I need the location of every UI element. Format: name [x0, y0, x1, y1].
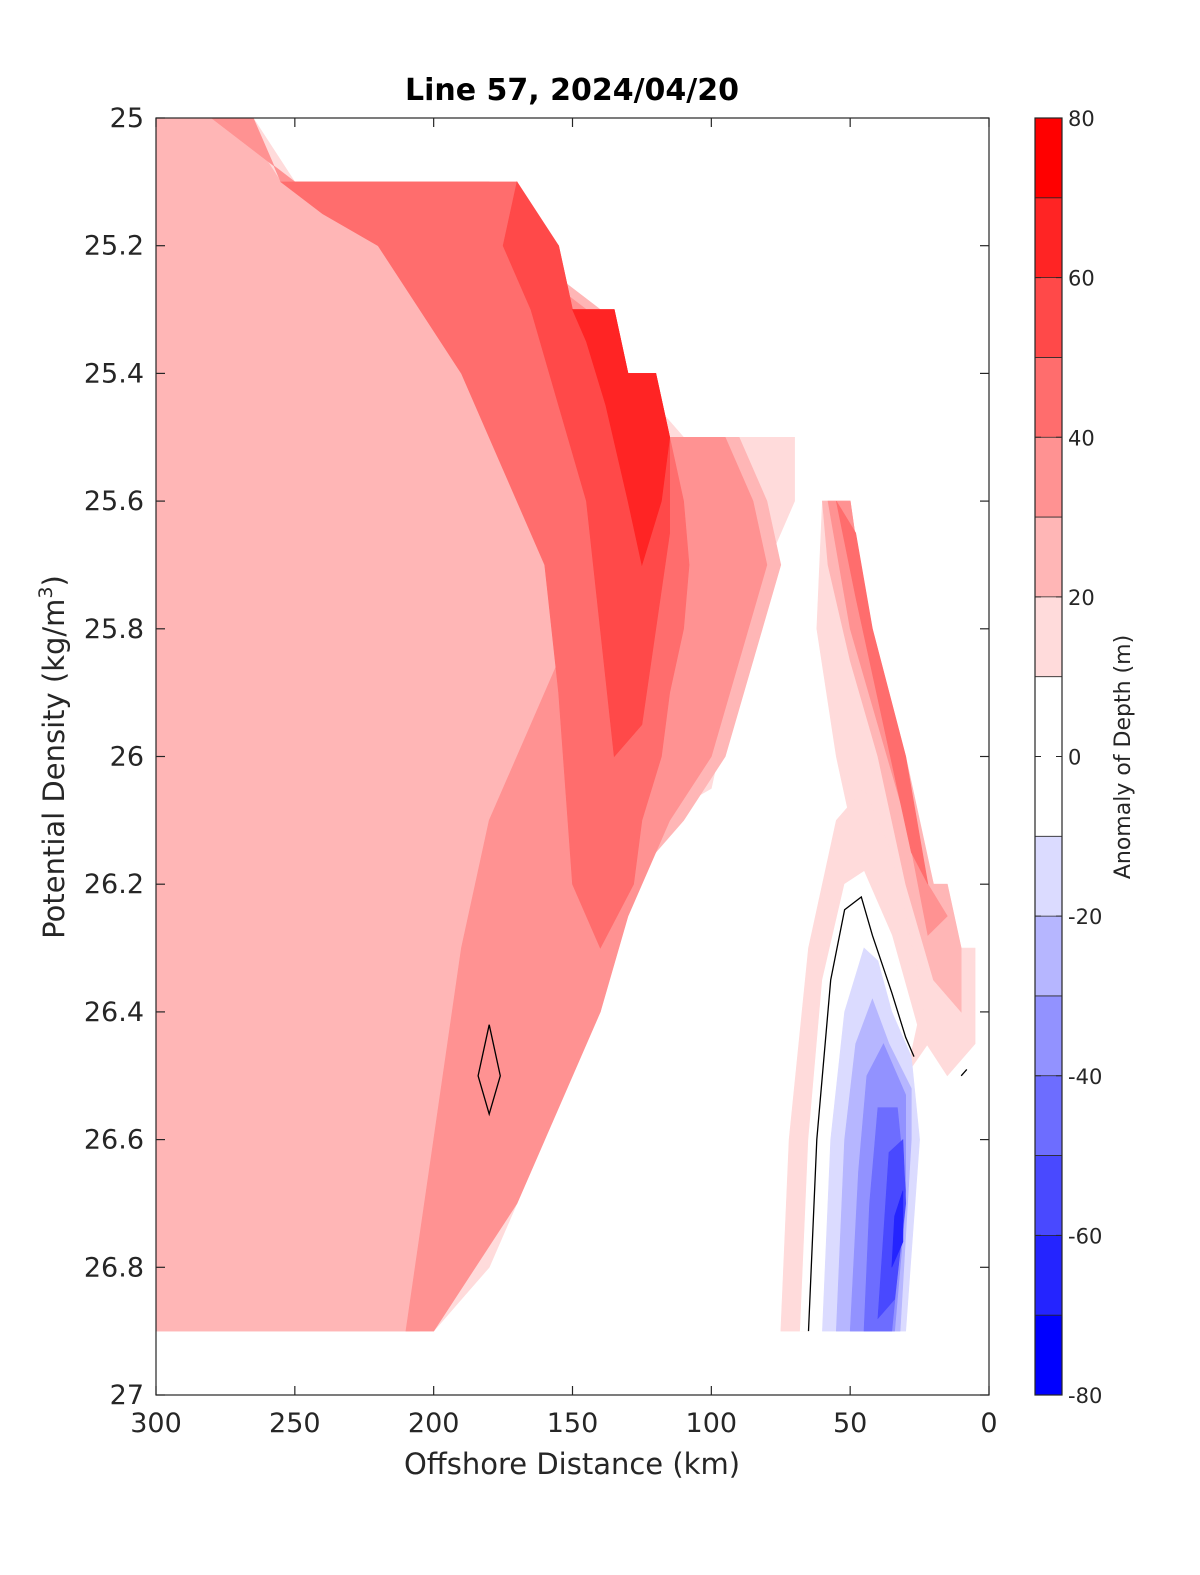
colorbar-swatch — [1035, 1155, 1062, 1236]
x-tick-label: 100 — [686, 1408, 738, 1439]
colorbar-swatch — [1035, 596, 1062, 677]
y-axis-label-close: ) — [37, 575, 71, 586]
plot-area: 300 250 200 150 100 50 0 2525.225.425.625.8262… — [84, 103, 998, 1439]
y-tick-label: 25.2 — [84, 231, 144, 262]
y-tick-label: 27 — [110, 1380, 144, 1411]
contour-region-5 — [572, 309, 671, 567]
colorbar-ticks: 80 60 40 20 0 -20 -40 -60 -80 — [1035, 107, 1102, 1408]
colorbar-swatch — [1035, 1235, 1062, 1316]
colorbar-tick-label: -60 — [1068, 1224, 1102, 1248]
colorbar-tick-label: 0 — [1068, 746, 1081, 770]
x-tick-label: 200 — [408, 1408, 460, 1439]
colorbar-tick-label: -20 — [1068, 905, 1102, 929]
y-tick-label: 26.4 — [84, 997, 144, 1028]
colorbar-tick-label: 60 — [1068, 267, 1095, 291]
y-tick-label: 25.6 — [84, 486, 144, 517]
y-axis-ticks: 25 25.2 25.4 25.6 25.8 26 26.2 26.4 26.6 26.8 27 — [84, 103, 989, 1411]
x-tick-label: 250 — [269, 1408, 321, 1439]
colorbar-tick-label: 80 — [1068, 107, 1095, 131]
colorbar-swatches — [1035, 118, 1062, 1395]
contour-region-9 — [836, 500, 929, 885]
x-tick-label: 150 — [547, 1408, 599, 1439]
colorbar-swatch — [1035, 437, 1062, 518]
colorbar-tick-label: -80 — [1068, 1384, 1102, 1408]
contour-region-16 — [877, 1138, 907, 1320]
y-tick-label: 26.8 — [84, 1252, 144, 1283]
y-tick-label: 26.6 — [84, 1125, 144, 1156]
colorbar-swatch — [1035, 517, 1062, 597]
zero-contour-line-layer — [477, 895, 968, 1332]
y-axis-label-superscript: 3 — [35, 586, 57, 598]
y-axis-label: Potential Density (kg/m3) — [35, 575, 71, 939]
x-axis-label: Offshore Distance (km) — [404, 1447, 740, 1481]
contour-region-11 — [799, 870, 918, 1332]
y-tick-label: 26 — [110, 742, 144, 773]
chart-title: Line 57, 2024/04/20 — [405, 73, 739, 108]
y-axis-label-main: Potential Density (kg/m — [37, 599, 71, 939]
colorbar-swatch — [1035, 836, 1062, 917]
zero-contour-line-2 — [960, 1068, 968, 1077]
contour-fill-layer — [156, 118, 976, 1332]
x-tick-label: 50 — [833, 1408, 867, 1439]
contour-region-17 — [891, 1190, 904, 1268]
colorbar-swatch — [1035, 916, 1062, 996]
colorbar-swatch — [1035, 197, 1062, 278]
x-tick-label: 300 — [130, 1408, 182, 1439]
colorbar-tick-label: 40 — [1068, 426, 1095, 450]
colorbar-swatch — [1035, 277, 1062, 358]
colorbar-tick-label: 20 — [1068, 586, 1095, 610]
colorbar-swatch — [1035, 1315, 1062, 1395]
colorbar-label: Anomaly of Depth (m) — [1111, 635, 1136, 879]
y-tick-label: 25 — [110, 103, 144, 134]
colorbar-swatch — [1035, 118, 1062, 198]
colorbar-swatch — [1035, 995, 1062, 1076]
colorbar-swatch — [1035, 357, 1062, 438]
zero-contour-line-0 — [807, 895, 915, 1332]
y-tick-label: 25.8 — [84, 614, 144, 645]
colorbar: 80 60 40 20 0 -20 -40 -60 -80 Anomaly of Depth (… — [1034, 107, 1136, 1408]
y-tick-label: 25.4 — [84, 358, 144, 389]
colorbar-tick-label: -40 — [1068, 1065, 1102, 1089]
zero-contour-line-1 — [477, 1024, 501, 1117]
colorbar-swatch — [1035, 1075, 1062, 1156]
x-tick-label: 0 — [980, 1408, 997, 1439]
x-axis-ticks: 300 250 200 150 100 50 0 — [130, 118, 998, 1439]
y-tick-label: 26.2 — [84, 869, 144, 900]
